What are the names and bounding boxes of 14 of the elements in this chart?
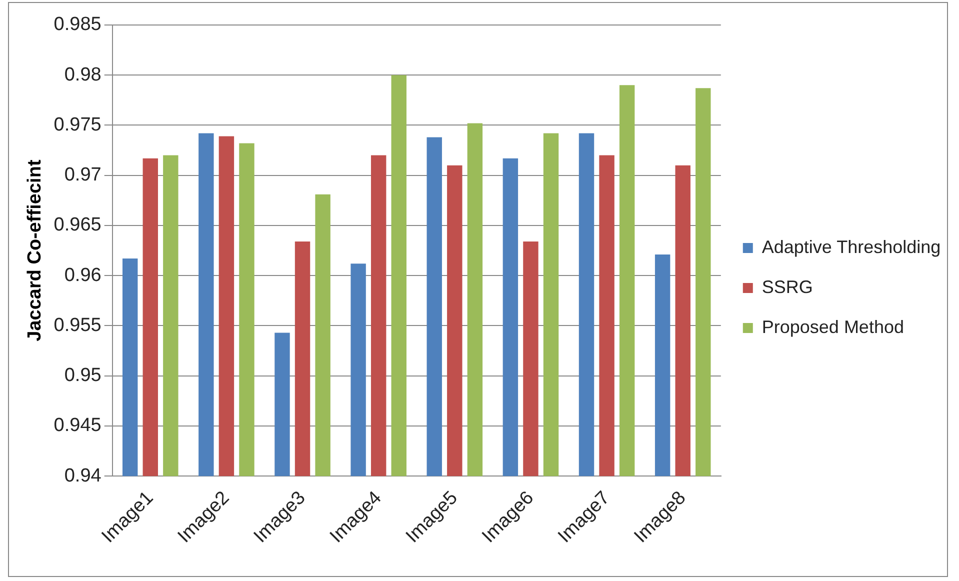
legend-label: Proposed Method <box>762 316 904 337</box>
y-tick-label: 0.975 <box>54 114 102 136</box>
y-tick-label: 0.945 <box>54 415 102 436</box>
y-tick-label: 0.985 <box>54 14 102 36</box>
legend-label: SSRG <box>762 276 813 297</box>
y-tick-label: 0.955 <box>54 314 102 336</box>
y-tick-label: 0.98 <box>64 64 102 86</box>
y-axis-title: Jaccard Co-effiecint <box>24 159 46 342</box>
y-tick-label: 0.95 <box>64 365 102 386</box>
y-tick-label: 0.97 <box>64 164 102 186</box>
y-tick-label: 0.96 <box>64 264 102 286</box>
legend-label: Adaptive Thresholding <box>762 236 941 257</box>
y-tick-label: 0.965 <box>54 214 102 236</box>
y-tick-label: 0.94 <box>64 465 102 486</box>
